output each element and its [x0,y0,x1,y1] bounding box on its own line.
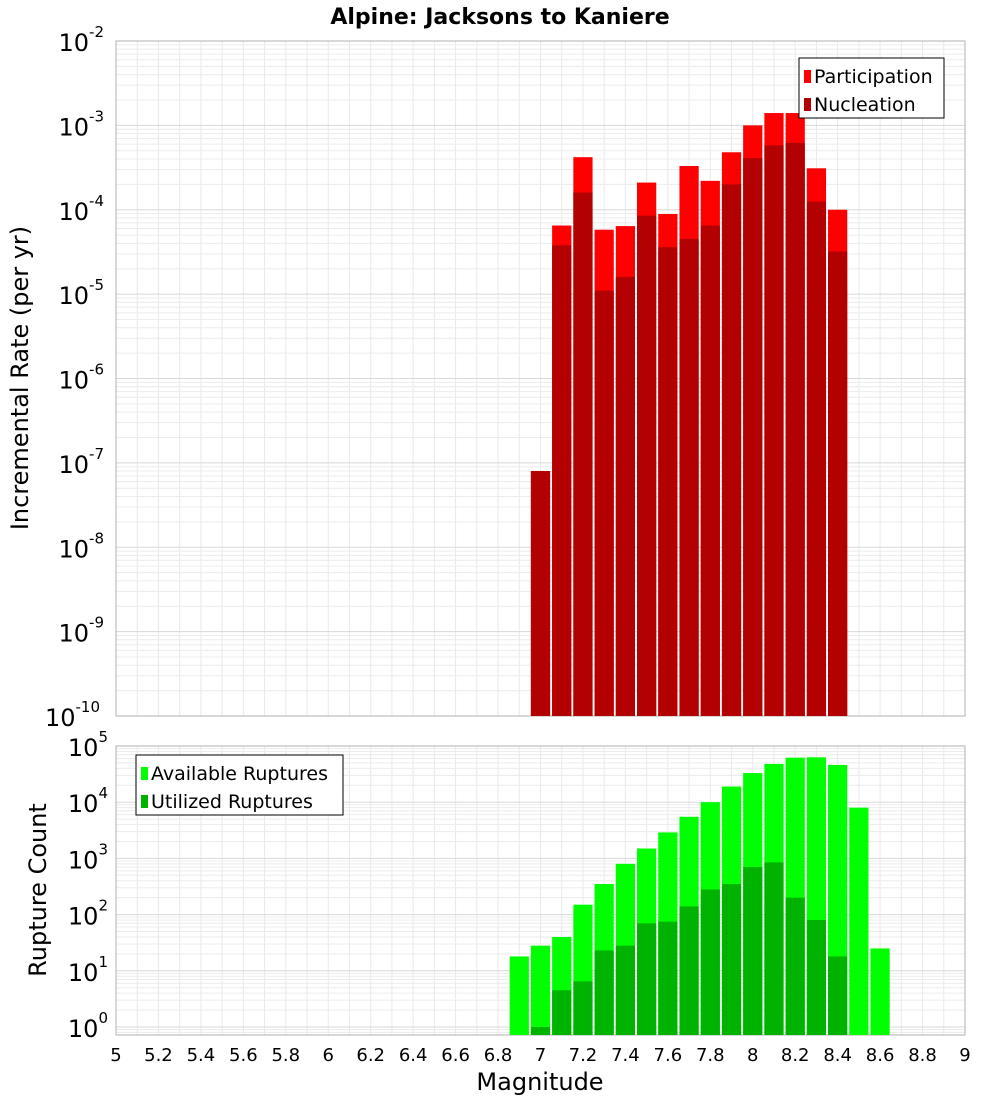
x-tick-label: 8 [747,1045,758,1066]
rate-y-tick-label: 10-6 [58,361,104,395]
count-bar-available-ruptures-6.9 [509,956,529,1035]
count-y-tick-label: 100 [68,1009,108,1043]
count-bar-available-ruptures-8.6 [870,948,890,1035]
rate-legend-swatch [804,98,811,111]
rate-bar-nucleation-7.8 [700,225,720,716]
rate-y-tick-label: 10-4 [58,192,104,226]
x-tick-label: 8.8 [908,1045,937,1066]
rate-bar-nucleation-8.1 [764,145,784,717]
rate-bar-nucleation-7 [530,471,551,716]
rate-bar-nucleation-7.2 [573,192,593,717]
rate-bar-nucleation-8.2 [785,142,805,716]
x-tick-label: 8.6 [866,1045,895,1066]
rate-bar-nucleation-7.6 [658,247,678,716]
x-tick-label: 7.4 [611,1045,640,1066]
rate-bar-nucleation-7.7 [679,239,699,716]
count-bar-utilized-ruptures-7.3 [594,950,614,1035]
x-tick-label: 6.2 [356,1045,385,1066]
count-legend-swatch [141,795,148,808]
x-axis-label: Magnitude [476,1068,603,1096]
rate-bar-nucleation-7.3 [594,290,614,716]
rate-bars [530,113,848,717]
rate-bar-nucleation-8.4 [828,251,848,716]
rate-bar-nucleation-8.3 [806,201,827,716]
count-y-tick-label: 103 [68,840,108,874]
x-tick-label: 9 [959,1045,970,1066]
x-tick-label: 6.6 [441,1045,470,1066]
x-tick-label: 7.6 [654,1045,683,1066]
count-bar-utilized-ruptures-7.7 [679,906,699,1035]
count-y-tick-label: 102 [68,897,108,931]
rate-legend-label: Participation [814,66,933,88]
x-tick-label: 7.8 [696,1045,725,1066]
rate-y-tick-label: 10-2 [58,23,104,57]
count-bar-utilized-ruptures-8.1 [764,862,784,1035]
rate-y-tick-label: 10-10 [45,698,100,732]
rate-legend-swatch [804,70,811,83]
rate-y-tick-label: 10-8 [58,529,104,563]
count-bar-utilized-ruptures-7.2 [573,981,593,1035]
x-tick-label: 7.2 [569,1045,598,1066]
rate-legend: Participation Nucleation [798,57,945,119]
rate-bar-nucleation-7.1 [552,245,572,717]
rate-y-axis-label: Incremental Rate (per yr) [6,226,34,530]
count-bar-utilized-ruptures-7.1 [552,990,572,1035]
count-legend: Available Ruptures Utilized Ruptures [135,754,344,816]
count-bar-utilized-ruptures-8.2 [785,897,805,1035]
x-tick-label: 6 [323,1045,334,1066]
x-tick-label: 5.2 [144,1045,173,1066]
chart-title: Alpine: Jacksons to Kaniere [330,5,669,30]
rate-bar-nucleation-7.5 [637,215,657,717]
count-bar-utilized-ruptures-7 [530,1026,551,1035]
count-bar-utilized-ruptures-8.4 [828,956,848,1035]
x-tick-label: 8.2 [781,1045,810,1066]
count-y-tick-label: 104 [68,784,108,818]
count-bar-utilized-ruptures-8 [743,867,763,1035]
x-tick-label: 5.6 [229,1045,258,1066]
count-bar-available-ruptures-7 [530,945,551,1035]
count-bar-utilized-ruptures-8.3 [806,920,827,1035]
rate-bar-nucleation-7.4 [615,276,636,716]
rate-y-tick-label: 10-7 [58,445,104,479]
x-tick-label: 6.8 [484,1045,513,1066]
rate-bar-nucleation-8 [743,158,763,716]
count-bars [509,757,890,1035]
x-tick-label: 5 [110,1045,121,1066]
x-tick-label: 6.4 [399,1045,428,1066]
count-bar-utilized-ruptures-7.6 [658,921,678,1035]
count-bar-utilized-ruptures-7.5 [637,923,657,1035]
rate-y-tick-label: 10-9 [58,614,104,648]
rate-y-tick-label: 10-5 [58,276,104,310]
rate-bar-nucleation-7.9 [721,184,742,717]
count-bar-utilized-ruptures-7.8 [700,889,720,1035]
count-bar-utilized-ruptures-7.9 [721,884,742,1035]
x-tick-label: 5.4 [187,1045,216,1066]
rate-legend-label: Nucleation [814,94,916,116]
count-legend-swatch [141,767,148,780]
x-tick-label: 7 [535,1045,546,1066]
count-y-tick-label: 101 [68,953,108,987]
count-y-axis-label: Rupture Count [24,803,52,977]
count-bar-utilized-ruptures-7.4 [615,945,636,1035]
count-y-tick-label: 105 [68,728,108,762]
x-tick-label: 5.8 [271,1045,300,1066]
rate-y-tick-label: 10-3 [58,107,104,141]
count-legend-label: Utilized Ruptures [151,791,313,813]
x-tick-label: 8.4 [823,1045,852,1066]
count-legend-label: Available Ruptures [151,763,328,785]
count-bar-available-ruptures-8.5 [849,807,869,1035]
